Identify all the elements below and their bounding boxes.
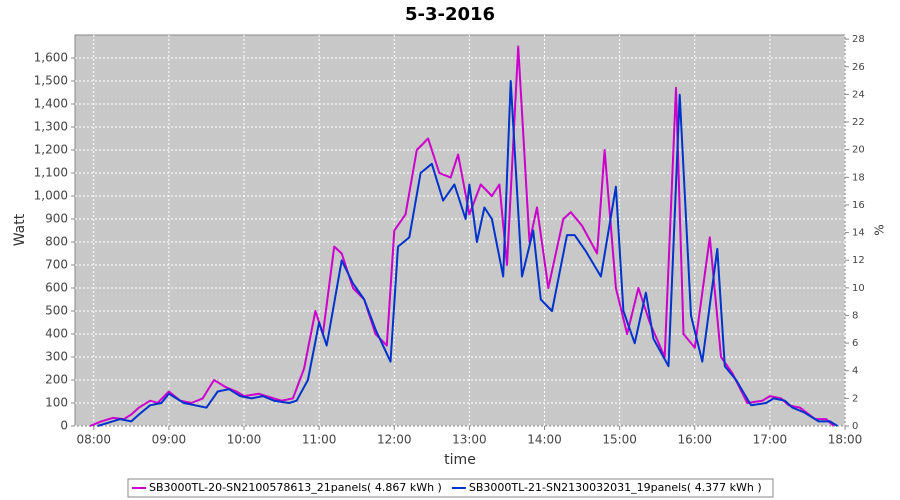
x-tick-label: 14:00 <box>527 433 562 447</box>
legend-label: SB3000TL-20-SN2100578613_21panels( 4.867… <box>149 481 442 494</box>
legend <box>127 478 774 498</box>
y2-tick-label: 16 <box>852 200 865 211</box>
y-tick-label: 900 <box>45 212 68 226</box>
y2-tick-label: 24 <box>852 89 865 100</box>
x-tick-label: 08:00 <box>76 433 111 447</box>
x-tick-label: 09:00 <box>152 433 187 447</box>
y2-tick-label: 28 <box>852 34 865 45</box>
y-tick-label: 1,100 <box>34 166 68 180</box>
y2-tick-label: 18 <box>852 172 865 183</box>
y2-tick-label: 8 <box>852 310 858 321</box>
x-tick-label: 15:00 <box>602 433 637 447</box>
x-tick-label: 18:00 <box>828 433 863 447</box>
x-tick-label: 12:00 <box>377 433 412 447</box>
x-tick-label: 17:00 <box>753 433 788 447</box>
y-tick-label: 0 <box>60 419 68 433</box>
x-tick-label: 11:00 <box>302 433 337 447</box>
x-tick-label: 13:00 <box>452 433 487 447</box>
x-tick-label: 10:00 <box>227 433 262 447</box>
y-tick-label: 500 <box>45 304 68 318</box>
y2-tick-label: 2 <box>852 393 858 404</box>
y-tick-label: 400 <box>45 327 68 341</box>
y2-axis-label: % <box>873 224 887 235</box>
series-line <box>89 45 835 427</box>
y2-tick-label: 10 <box>852 283 865 294</box>
y-tick-label: 1,200 <box>34 143 68 157</box>
y-tick-label: 300 <box>45 350 68 364</box>
y-tick-label: 600 <box>45 281 68 295</box>
plot-area <box>74 34 846 427</box>
y-tick-label: 200 <box>45 373 68 387</box>
y-axis-label: Watt <box>12 213 28 246</box>
y2-tick-label: 12 <box>852 255 865 266</box>
y2-tick-label: 26 <box>852 62 865 73</box>
y-tick-label: 100 <box>45 396 68 410</box>
y-tick-label: 1,300 <box>34 120 68 134</box>
x-axis-label: time <box>444 452 476 468</box>
y-tick-label: 1,600 <box>34 51 68 65</box>
chart-title: 5-3-2016 <box>405 4 495 25</box>
y-tick-label: 1,400 <box>34 97 68 111</box>
y2-tick-label: 14 <box>852 228 865 239</box>
x-tick-label: 16:00 <box>677 433 712 447</box>
y-tick-label: 800 <box>45 235 68 249</box>
y2-tick-label: 22 <box>852 117 865 128</box>
y-tick-label: 1,500 <box>34 74 68 88</box>
y2-tick-label: 20 <box>852 145 865 156</box>
y-tick-label: 700 <box>45 258 68 272</box>
y2-tick-label: 6 <box>852 338 858 349</box>
y-tick-label: 1,000 <box>34 189 68 203</box>
y2-tick-label: 4 <box>852 366 858 377</box>
series-line <box>97 80 839 427</box>
legend-label: SB3000TL-21-SN2130032031_19panels( 4.377… <box>469 481 762 494</box>
y2-tick-label: 0 <box>852 421 858 432</box>
